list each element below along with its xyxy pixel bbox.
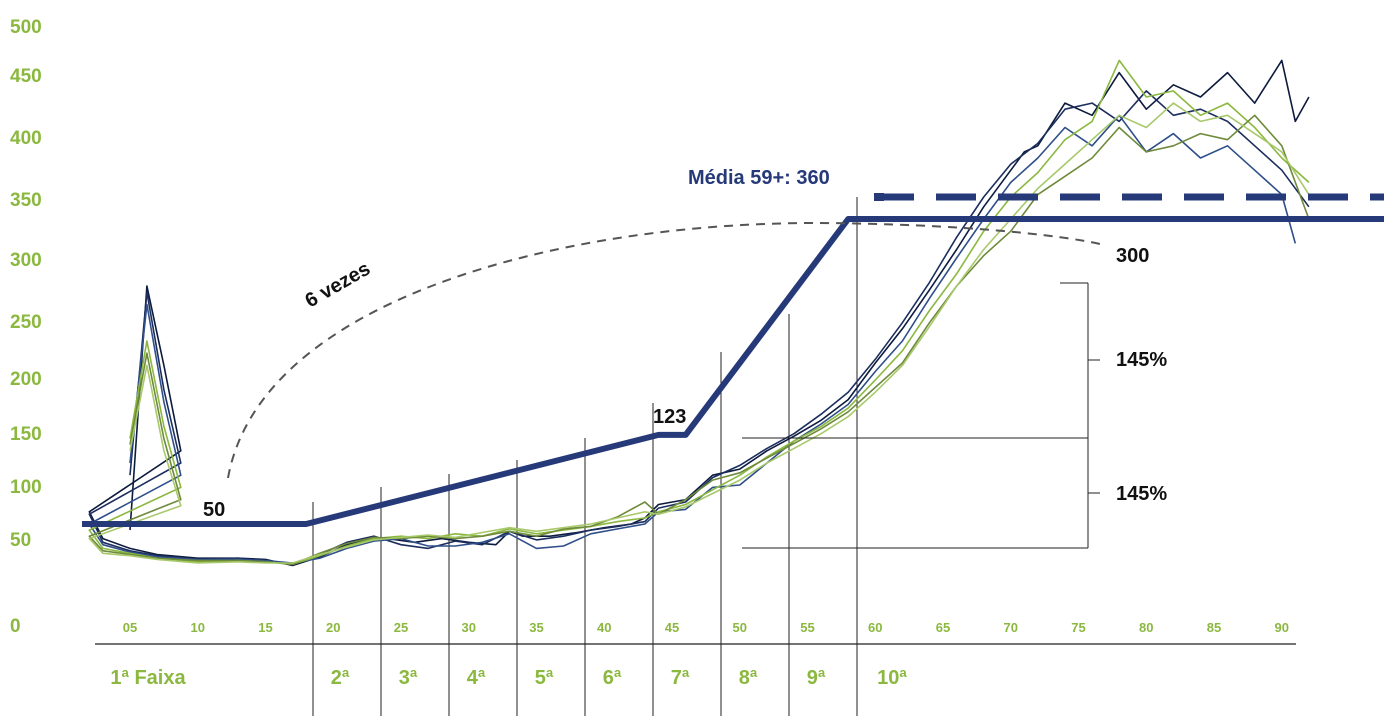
band-dividers	[95, 197, 1296, 716]
annotation-123: 123	[653, 406, 686, 428]
band-label: 6ª	[603, 667, 622, 689]
band-labels: 1ª Faixa 2ª 3ª 4ª 5ª 6ª 7ª 8ª 9ª 10ª	[110, 667, 907, 689]
series-line	[88, 114, 1310, 566]
x-tick-label: 25	[394, 620, 408, 635]
series-lines	[88, 59, 1310, 567]
media-dash-start	[874, 193, 884, 201]
media-label: Média 59+: 360	[688, 167, 830, 189]
band-label: 10ª	[877, 667, 907, 689]
x-axis-tick-labels: 05 10 15 20 25 30 35 40 45 50 55 60 65 70 75 80 85 90	[123, 620, 1289, 635]
annotation-pct-upper: 145%	[1116, 349, 1167, 371]
y-tick-label: 300	[10, 250, 42, 271]
x-tick-label: 15	[258, 620, 272, 635]
y-tick-label: 400	[10, 128, 42, 149]
band-label: 2ª	[331, 667, 350, 689]
y-tick-label: 0	[10, 616, 21, 637]
six-times-arc	[227, 221, 1101, 479]
x-tick-label: 35	[529, 620, 543, 635]
x-tick-label: 60	[868, 620, 882, 635]
x-tick-label: 40	[597, 620, 611, 635]
series-line	[88, 59, 1310, 566]
y-tick-label: 150	[10, 424, 42, 445]
x-tick-label: 20	[326, 620, 340, 635]
band-label: 9ª	[807, 667, 826, 689]
y-tick-label: 500	[10, 17, 42, 38]
band-label: 8ª	[739, 667, 758, 689]
series-line	[88, 102, 1310, 564]
x-tick-label: 80	[1139, 620, 1153, 635]
x-tick-label: 55	[800, 620, 814, 635]
x-tick-label: 10	[191, 620, 205, 635]
band-label: 7ª	[671, 667, 690, 689]
band-label: 4ª	[467, 667, 486, 689]
annotation-six-times: 6 vezes	[302, 258, 375, 313]
y-tick-label: 250	[10, 312, 42, 333]
x-tick-label: 90	[1275, 620, 1289, 635]
annotation-300: 300	[1116, 245, 1149, 267]
y-tick-label: 50	[10, 530, 31, 551]
x-tick-label: 05	[123, 620, 137, 635]
x-tick-label: 70	[1004, 620, 1018, 635]
x-tick-label: 45	[665, 620, 679, 635]
y-tick-label: 350	[10, 190, 42, 211]
y-tick-label: 100	[10, 477, 42, 498]
annotation-pct-lower: 145%	[1116, 483, 1167, 505]
band-label: 3ª	[399, 667, 418, 689]
x-tick-label: 65	[936, 620, 950, 635]
y-tick-label: 200	[10, 369, 42, 390]
x-tick-label: 50	[733, 620, 747, 635]
y-tick-label: 450	[10, 66, 42, 87]
reference-marks	[82, 193, 1384, 549]
band-label: 1ª Faixa	[110, 667, 186, 689]
band-label: 5ª	[535, 667, 554, 689]
x-tick-label: 85	[1207, 620, 1221, 635]
step-line	[82, 216, 1384, 527]
x-tick-label: 30	[462, 620, 476, 635]
annotation-50: 50	[203, 499, 225, 521]
x-tick-label: 75	[1071, 620, 1085, 635]
